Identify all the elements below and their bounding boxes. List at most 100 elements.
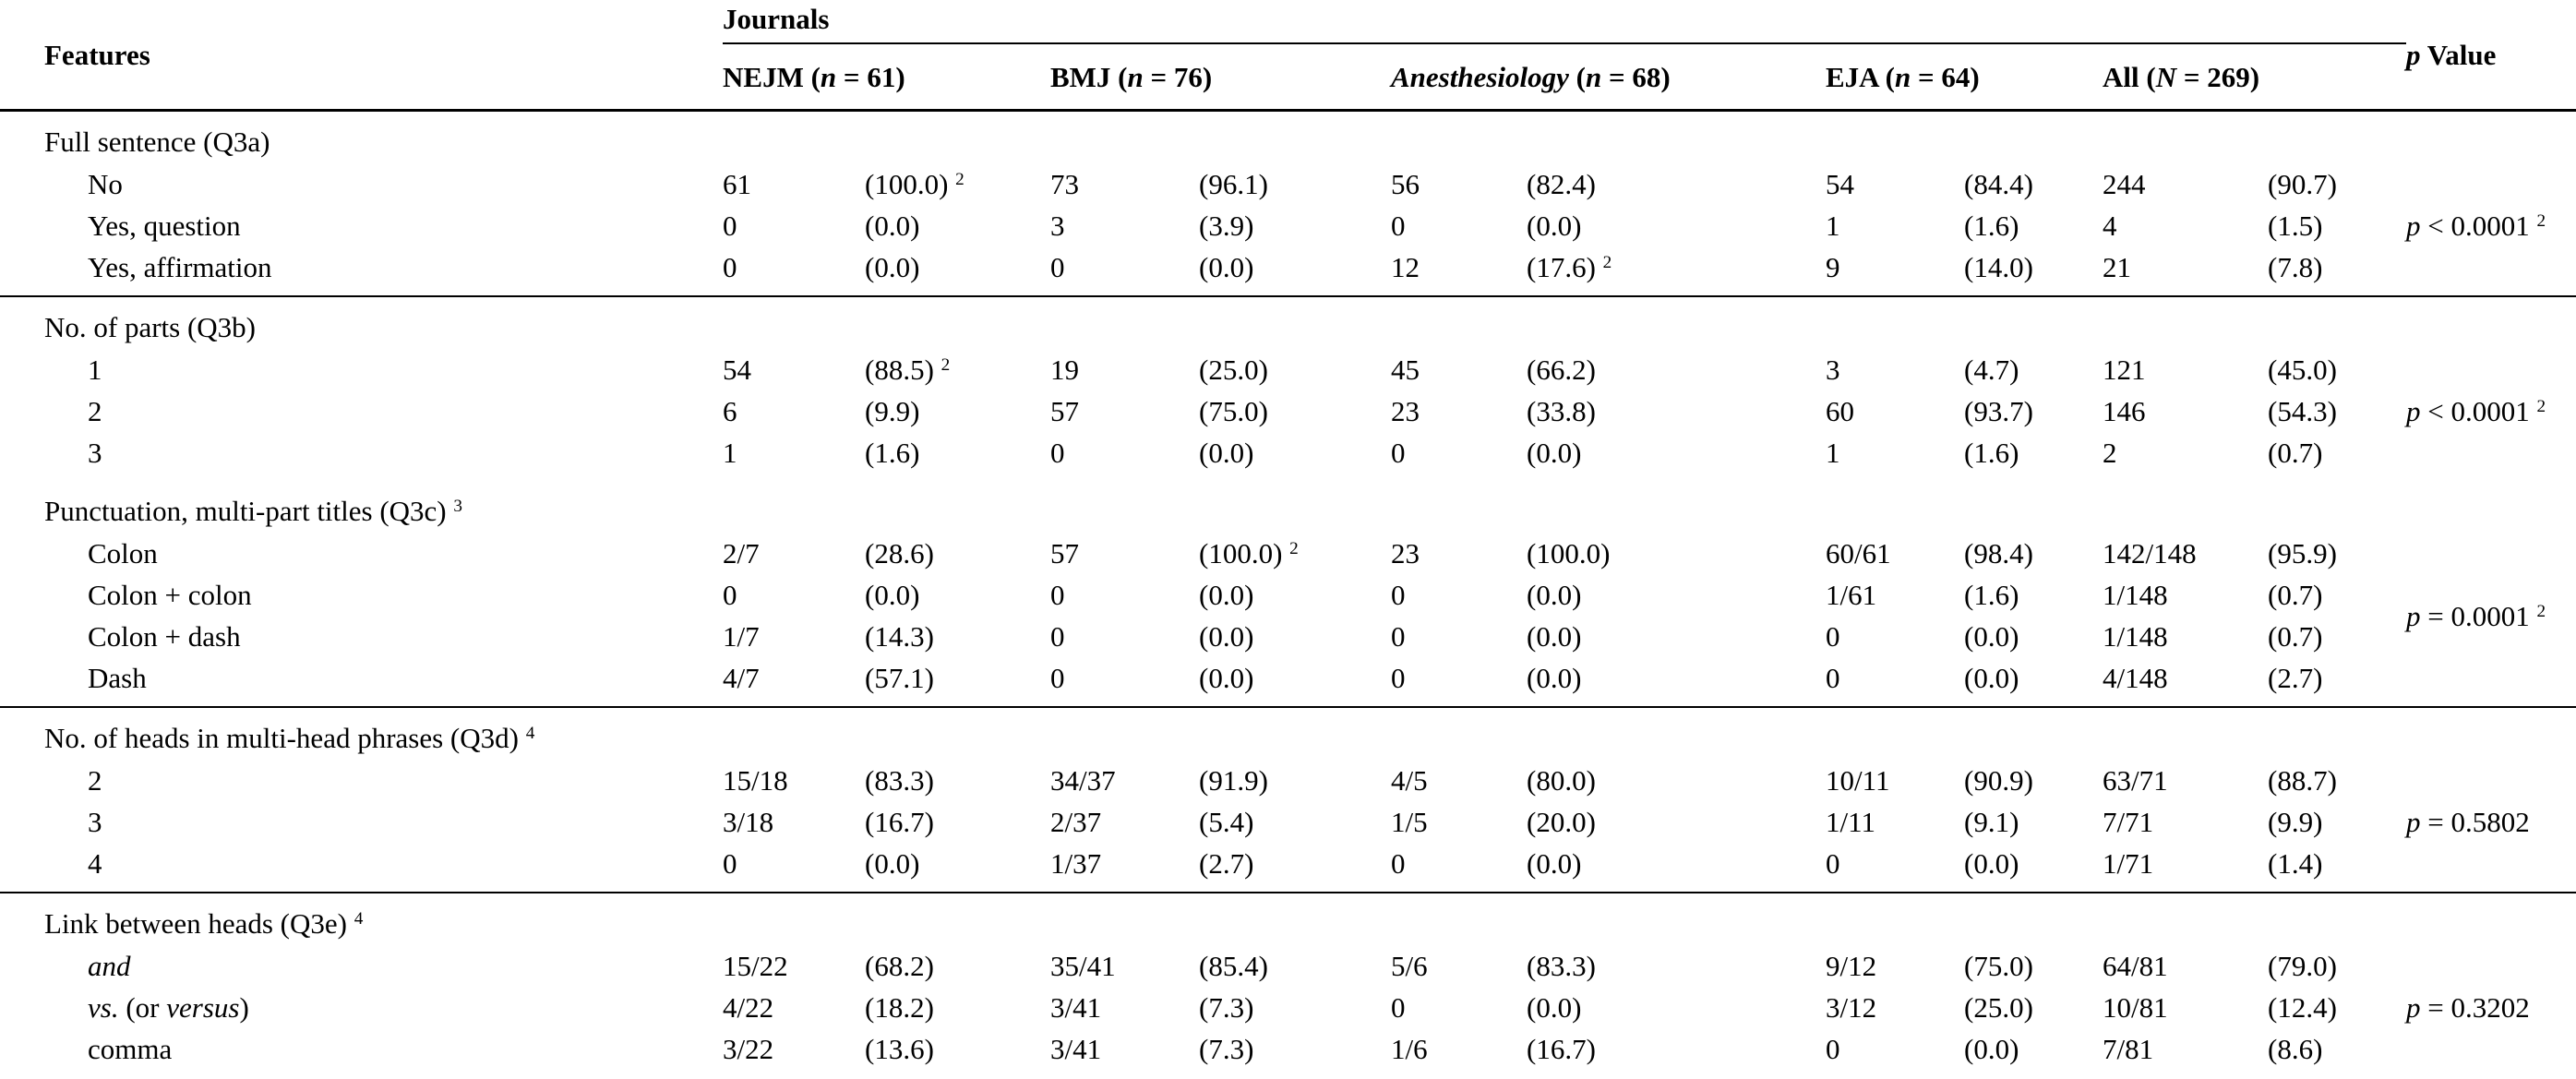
p-value-q3a: p < 0.0001 2 <box>2406 210 2546 242</box>
percent-cell: (0.0) <box>1199 662 1254 694</box>
percent-cell: (0.7) <box>2268 437 2323 469</box>
count-cell: 4/148 <box>2103 662 2168 694</box>
count-cell: 0 <box>1050 251 1065 283</box>
count-cell: 0 <box>1050 662 1065 694</box>
row-label: Yes, question <box>88 210 241 242</box>
percent-cell: (9.1) <box>1964 806 2019 838</box>
section-title-q3c: Punctuation, multi-part titles (Q3c) 3 <box>44 495 462 527</box>
count-cell: 142/148 <box>2103 537 2197 569</box>
count-cell: 9/12 <box>1826 950 1877 982</box>
count-cell: 0 <box>1391 662 1406 694</box>
count-cell: 0 <box>723 847 737 880</box>
percent-cell: (68.2) <box>865 950 934 982</box>
percent-cell: (17.6) 2 <box>1527 251 1612 283</box>
count-cell: 146 <box>2103 395 2146 427</box>
count-cell: 3/41 <box>1050 991 1102 1024</box>
row-label: 4 <box>88 847 102 880</box>
count-cell: 1 <box>1826 210 1840 242</box>
percent-cell: (14.3) <box>865 620 934 653</box>
percent-cell: (0.0) <box>1964 847 2019 880</box>
count-cell: 7/71 <box>2103 806 2154 838</box>
count-cell: 0 <box>1050 620 1065 653</box>
row-label: Colon + colon <box>88 579 252 611</box>
count-cell: 15/18 <box>723 764 788 797</box>
percent-cell: (66.2) <box>1527 354 1596 386</box>
percent-cell: (16.7) <box>865 806 934 838</box>
percent-cell: (88.5) 2 <box>865 354 951 386</box>
count-cell: 61 <box>723 168 751 200</box>
count-cell: 1/7 <box>723 620 760 653</box>
count-cell: 45 <box>1391 354 1420 386</box>
count-cell: 4/7 <box>723 662 760 694</box>
count-cell: 60 <box>1826 395 1854 427</box>
count-cell: 0 <box>1826 620 1840 653</box>
percent-cell: (16.7) <box>1527 1033 1596 1065</box>
count-cell: 0 <box>1391 620 1406 653</box>
percent-cell: (83.3) <box>865 764 934 797</box>
count-cell: 54 <box>723 354 751 386</box>
journals-group-header: Journals <box>723 0 2406 44</box>
percent-cell: (100.0) 2 <box>865 168 965 200</box>
count-cell: 64/81 <box>2103 950 2168 982</box>
count-cell: 7/81 <box>2103 1033 2154 1065</box>
row-label: vs. (or versus) <box>88 991 249 1024</box>
count-cell: 1/148 <box>2103 620 2168 653</box>
percent-cell: (0.0) <box>1199 620 1254 653</box>
percent-cell: (1.6) <box>1964 437 2019 469</box>
count-cell: 21 <box>2103 251 2131 283</box>
count-cell: 1/148 <box>2103 579 2168 611</box>
section-q3c: Punctuation, multi-part titles (Q3c) 3 Co… <box>0 481 2576 708</box>
percent-cell: (7.3) <box>1199 991 1254 1024</box>
section-q3a: Full sentence (Q3a) No 61 (100.0) 2 73 (96.1)… <box>0 112 2576 297</box>
section-q3e: Link between heads (Q3e) 4 and 15/22 (68.2)… <box>0 893 2576 1077</box>
percent-cell: (54.3) <box>2268 395 2337 427</box>
percent-cell: (20.0) <box>1527 806 1596 838</box>
count-cell: 1 <box>1826 437 1840 469</box>
column-header-eja: EJA (n = 64) <box>1826 60 1980 93</box>
count-cell: 3/18 <box>723 806 774 838</box>
p-value-q3e: p = 0.3202 <box>2406 991 2530 1024</box>
count-cell: 54 <box>1826 168 1854 200</box>
percent-cell: (75.0) <box>1964 950 2033 982</box>
section-title-q3e: Link between heads (Q3e) 4 <box>44 907 364 940</box>
count-cell: 57 <box>1050 537 1079 569</box>
percent-cell: (0.0) <box>865 210 920 242</box>
percent-cell: (25.0) <box>1199 354 1268 386</box>
row-label: Colon <box>88 537 158 569</box>
count-cell: 4/22 <box>723 991 774 1024</box>
count-cell: 2 <box>2103 437 2117 469</box>
row-label: 3 <box>88 437 102 469</box>
row-label: Dash <box>88 662 147 694</box>
count-cell: 3 <box>1826 354 1840 386</box>
percent-cell: (2.7) <box>1199 847 1254 880</box>
percent-cell: (2.7) <box>2268 662 2323 694</box>
row-label: 2 <box>88 395 102 427</box>
percent-cell: (98.4) <box>1964 537 2033 569</box>
count-cell: 244 <box>2103 168 2146 200</box>
percent-cell: (93.7) <box>1964 395 2033 427</box>
percent-cell: (4.7) <box>1964 354 2019 386</box>
count-cell: 0 <box>1826 662 1840 694</box>
count-cell: 57 <box>1050 395 1079 427</box>
percent-cell: (7.3) <box>1199 1033 1254 1065</box>
count-cell: 1/6 <box>1391 1033 1428 1065</box>
row-label: comma <box>88 1033 173 1065</box>
row-label: Colon + dash <box>88 620 241 653</box>
percent-cell: (85.4) <box>1199 950 1268 982</box>
percent-cell: (90.9) <box>1964 764 2033 797</box>
percent-cell: (75.0) <box>1199 395 1268 427</box>
count-cell: 3/12 <box>1826 991 1877 1024</box>
count-cell: 0 <box>1826 1033 1840 1065</box>
percent-cell: (0.0) <box>1527 579 1582 611</box>
percent-cell: (0.0) <box>1527 991 1582 1024</box>
percent-cell: (33.8) <box>1527 395 1596 427</box>
count-cell: 23 <box>1391 395 1420 427</box>
percent-cell: (0.0) <box>1199 579 1254 611</box>
count-cell: 1/71 <box>2103 847 2154 880</box>
percent-cell: (83.3) <box>1527 950 1596 982</box>
column-header-anesthesiology: Anesthesiology (n = 68) <box>1391 60 1671 93</box>
percent-cell: (5.4) <box>1199 806 1254 838</box>
count-cell: 3 <box>1050 210 1065 242</box>
column-header-all: All (N = 269) <box>2103 60 2260 93</box>
percent-cell: (28.6) <box>865 537 934 569</box>
